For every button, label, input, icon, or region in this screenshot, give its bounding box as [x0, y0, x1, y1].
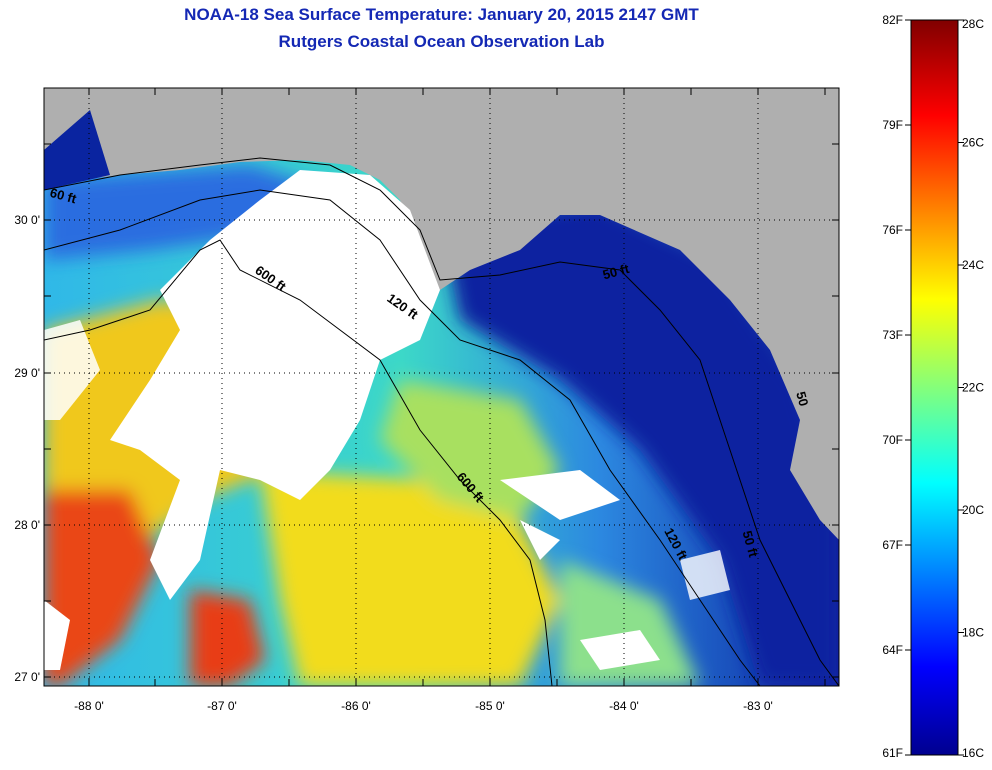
latitude-tick-label: 28 0' [14, 518, 40, 532]
longitude-tick-label: -88 0' [74, 699, 104, 713]
map-frame [43, 87, 840, 687]
celsius-label: 16C [962, 746, 984, 760]
longitude-tick-label: -87 0' [207, 699, 237, 713]
map-ticks: -88 0' -87 0' -86 0' -85 0' -84 0' -83 0' 30 0… [14, 88, 839, 713]
celsius-label: 26C [962, 136, 984, 150]
colorbar-ticks: 28C 26C 24C 22C 20C 18C 16C 82F 79F 76F 73F 70F 67F 6… [882, 13, 984, 760]
longitude-tick-label: -86 0' [341, 699, 371, 713]
cloud-mask [44, 170, 730, 670]
map-subtitle: Rutgers Coastal Ocean Observation Lab [278, 32, 605, 51]
celsius-label: 18C [962, 626, 984, 640]
latitude-tick-label: 27 0' [14, 670, 40, 684]
map-area [44, 88, 839, 686]
contour-label: 50 [793, 390, 811, 408]
land-mass [44, 88, 839, 540]
latitude-tick-label: 29 0' [14, 366, 40, 380]
longitude-tick-label: -83 0' [743, 699, 773, 713]
contour-600ft [44, 239, 553, 686]
fahrenheit-label: 79F [882, 118, 903, 132]
celsius-label: 28C [962, 17, 984, 31]
fahrenheit-label: 73F [882, 328, 903, 342]
longitude-tick-label: -85 0' [475, 699, 505, 713]
depth-contours [44, 157, 839, 686]
temperature-field [44, 165, 839, 686]
contour-50ft [44, 157, 839, 686]
fahrenheit-label: 61F [882, 746, 903, 760]
bay-water [44, 110, 110, 190]
fahrenheit-label: 70F [882, 433, 903, 447]
latitude-tick-label: 30 0' [14, 213, 40, 227]
contour-label: 50 ft [740, 529, 762, 559]
longitude-tick-label: -84 0' [609, 699, 639, 713]
fahrenheit-label: 67F [882, 538, 903, 552]
fahrenheit-label: 64F [882, 643, 903, 657]
celsius-label: 22C [962, 381, 984, 395]
celsius-label: 24C [962, 258, 984, 272]
fahrenheit-label: 76F [882, 223, 903, 237]
fahrenheit-label: 82F [882, 13, 903, 27]
contour-label: 50 ft [601, 261, 631, 283]
map-title: NOAA-18 Sea Surface Temperature: January… [184, 5, 699, 24]
colorbar [910, 19, 959, 756]
contour-label: 60 ft [48, 185, 78, 207]
contour-120ft [44, 189, 761, 686]
celsius-label: 20C [962, 503, 984, 517]
